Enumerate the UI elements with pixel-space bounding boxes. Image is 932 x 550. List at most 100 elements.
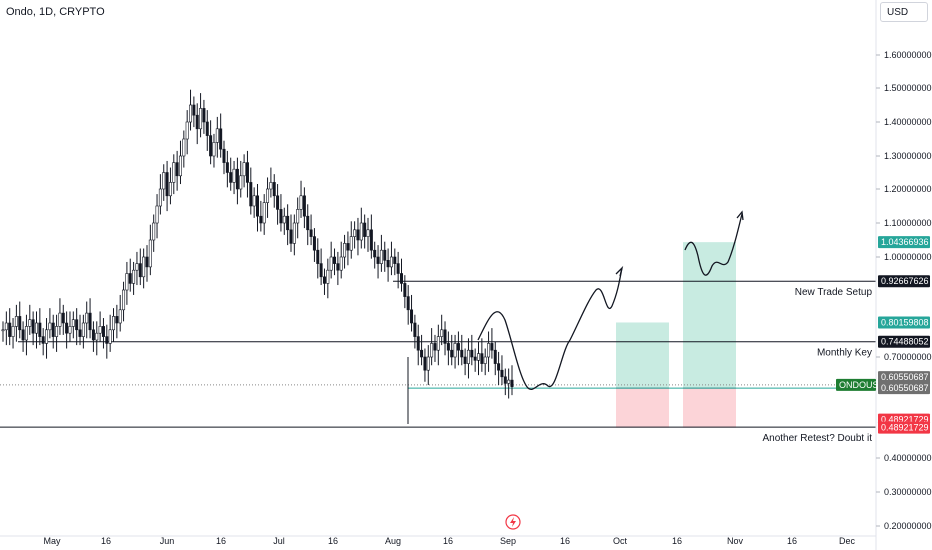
candle-body bbox=[142, 256, 146, 278]
price-tick-label: 0.70000000 bbox=[884, 352, 932, 362]
candle-body bbox=[302, 195, 306, 217]
candle-body bbox=[466, 349, 470, 364]
candle-body bbox=[232, 168, 236, 183]
price-tag-box bbox=[878, 236, 930, 249]
time-tick-label: May bbox=[43, 536, 61, 546]
candle-body bbox=[393, 256, 397, 264]
candle-body bbox=[192, 104, 196, 116]
price-tag-symbol: ONDOUSD bbox=[839, 380, 886, 390]
candle-body bbox=[376, 256, 380, 264]
price-tag-box bbox=[878, 335, 930, 348]
candle-body bbox=[279, 209, 283, 224]
candle-body bbox=[396, 263, 400, 274]
candle-body bbox=[78, 329, 82, 337]
candle-body bbox=[162, 172, 166, 190]
price-tick-label: 0.20000000 bbox=[884, 521, 932, 531]
candle-body bbox=[75, 319, 79, 331]
candle-body bbox=[95, 332, 99, 341]
candle-body bbox=[165, 172, 169, 197]
candle-body bbox=[199, 108, 203, 130]
candle-body bbox=[122, 289, 126, 311]
price-tick-label: 1.10000000 bbox=[884, 218, 932, 228]
price-tag-value: 0.60550687 bbox=[881, 383, 929, 393]
time-axis[interactable]: May 16 Jun 16 Jul 16 Aug 16 Sep 16 Oct 16 Nov 16 Dec bbox=[0, 535, 876, 546]
candle-body bbox=[426, 356, 430, 371]
candle-body bbox=[48, 322, 52, 331]
candle-body bbox=[45, 329, 49, 344]
candle-body bbox=[14, 316, 18, 327]
replay-logo-icon[interactable] bbox=[505, 514, 521, 530]
candle-body bbox=[245, 162, 249, 183]
candle-body bbox=[456, 343, 460, 351]
candle-body bbox=[105, 336, 109, 344]
price-tag-symbol-box bbox=[836, 378, 876, 391]
candle-body bbox=[132, 269, 136, 284]
price-tick-label: 1.00000000 bbox=[884, 252, 932, 262]
candle-body bbox=[135, 263, 139, 271]
candle-body bbox=[356, 229, 360, 241]
candle-body bbox=[299, 195, 303, 210]
candle-body bbox=[363, 222, 367, 237]
time-tick-label: Jul bbox=[273, 536, 285, 546]
time-tick-label: Sep bbox=[500, 536, 516, 546]
candle-body bbox=[389, 256, 393, 268]
candle-body bbox=[71, 319, 75, 327]
candle-body bbox=[98, 326, 102, 334]
candle-body bbox=[61, 312, 65, 324]
candle-body bbox=[209, 135, 213, 157]
candle-body bbox=[286, 215, 290, 231]
candle-body bbox=[235, 168, 239, 190]
candle-body bbox=[329, 256, 333, 271]
candle-body bbox=[68, 326, 72, 334]
candle-body bbox=[1, 329, 5, 332]
candle-body bbox=[172, 162, 176, 183]
time-tick-label: 16 bbox=[443, 536, 453, 546]
candle-body bbox=[65, 322, 69, 334]
candle-body bbox=[406, 296, 410, 311]
projection-arrowhead-2 bbox=[736, 210, 744, 221]
projection-arrowhead-1 bbox=[615, 265, 624, 277]
candle-body bbox=[88, 312, 92, 331]
candle-body bbox=[24, 326, 28, 341]
price-axis[interactable]: 1.60000000 1.50000000 1.40000000 1.30000000… bbox=[875, 0, 932, 550]
candle-body bbox=[262, 202, 266, 224]
currency-selector[interactable]: USD bbox=[880, 2, 928, 22]
candle-body bbox=[108, 329, 112, 344]
candle-body bbox=[497, 363, 501, 371]
candle-body bbox=[11, 326, 15, 337]
candle-body bbox=[38, 322, 42, 337]
candle-body bbox=[242, 162, 246, 177]
candle-body bbox=[373, 249, 377, 258]
candle-body bbox=[138, 263, 142, 278]
price-tags: 1.04366936 0.92667626 0.80159808 0.74488052… bbox=[836, 236, 930, 434]
candle-body bbox=[252, 195, 256, 207]
candle-body bbox=[41, 336, 45, 344]
candle-body bbox=[423, 356, 427, 371]
candle-body bbox=[339, 256, 343, 271]
candle-body bbox=[272, 182, 276, 197]
price-tag-value: 0.92667626 bbox=[881, 276, 929, 286]
time-tick-label: Nov bbox=[727, 536, 744, 546]
candle-body bbox=[155, 205, 159, 224]
candle-body bbox=[490, 343, 494, 351]
candle-body bbox=[212, 142, 216, 157]
candle-body bbox=[366, 229, 370, 237]
candle-body bbox=[91, 329, 95, 341]
candle-body bbox=[500, 369, 504, 378]
candle-body bbox=[215, 128, 219, 143]
candle-body bbox=[31, 319, 35, 334]
candle-body bbox=[443, 329, 447, 344]
price-tag-value: 0.60550687 bbox=[881, 372, 929, 382]
horizontal-levels bbox=[0, 280, 876, 428]
candlestick-series bbox=[1, 89, 514, 424]
candle-body bbox=[487, 343, 491, 358]
candle-body bbox=[507, 379, 511, 384]
candle-body bbox=[34, 322, 38, 334]
candle-body bbox=[289, 229, 293, 244]
candle-body bbox=[312, 236, 316, 251]
candle-body bbox=[202, 108, 206, 123]
price-tick-label: 1.20000000 bbox=[884, 184, 932, 194]
time-tick-label: Dec bbox=[839, 536, 856, 546]
candle-body bbox=[306, 215, 310, 231]
